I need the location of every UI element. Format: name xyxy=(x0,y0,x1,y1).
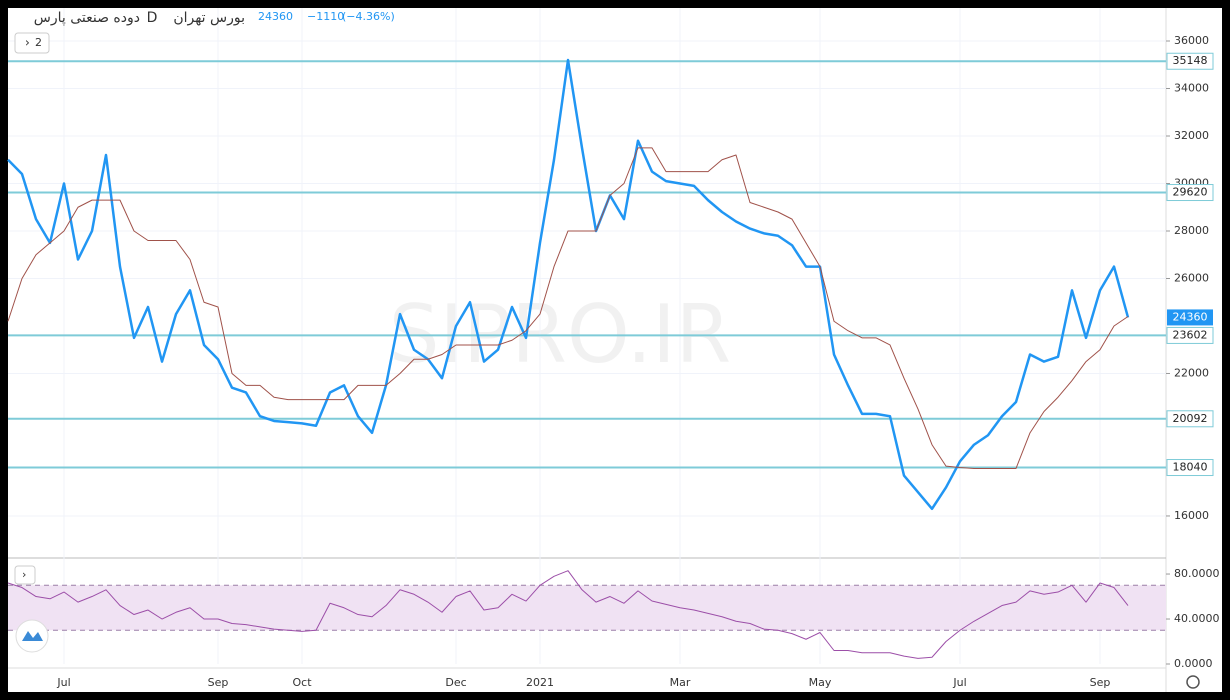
x-tick-label: Sep xyxy=(208,676,229,689)
y-tick-label: 26000 xyxy=(1174,271,1209,284)
x-tick-label: Jul xyxy=(952,676,966,689)
y-tick-label: 0.0000 xyxy=(1174,657,1213,670)
y-tick-label: 28000 xyxy=(1174,224,1209,237)
y-tick-label: 32000 xyxy=(1174,129,1209,142)
series-line xyxy=(7,570,1129,659)
last-value-box xyxy=(1167,309,1213,326)
y-tick-label: 40.0000 xyxy=(1174,612,1220,625)
price-change-percent: (−4.36%) xyxy=(342,10,395,23)
last-value-label: 24360 xyxy=(1173,310,1208,323)
level-label: 35148 xyxy=(1173,54,1208,67)
level-label-box xyxy=(1166,459,1214,477)
level-label-box xyxy=(1166,52,1214,70)
level-label: 20092 xyxy=(1173,412,1208,425)
y-tick-label: 34000 xyxy=(1174,82,1209,95)
last-price: 24360 xyxy=(258,10,293,23)
y-tick-label: 80.0000 xyxy=(1174,567,1220,580)
y-tick-label: 22000 xyxy=(1174,366,1209,379)
symbol: دوده صنعتی پارس xyxy=(34,10,140,26)
panes-count: 2 xyxy=(35,36,42,49)
level-label: 29620 xyxy=(1173,186,1208,199)
y-tick-label: 36000 xyxy=(1174,34,1209,47)
x-tick-label: 2021 xyxy=(526,676,554,689)
level-label-box xyxy=(1166,410,1214,428)
series-line xyxy=(7,58,1130,511)
settings-button[interactable] xyxy=(1186,675,1200,689)
panes-arrow: › xyxy=(25,36,30,50)
logo-button[interactable] xyxy=(15,619,49,653)
price-change: −1110 xyxy=(307,10,344,23)
logo-icon xyxy=(22,631,43,641)
level-label: 23602 xyxy=(1173,328,1208,341)
series-line xyxy=(7,147,1129,469)
x-tick-label: Jul xyxy=(56,676,70,689)
rsi-band xyxy=(8,585,1166,631)
x-tick-label: Sep xyxy=(1090,676,1111,689)
interval: D xyxy=(147,10,158,26)
plot-area: 1600022000260002800030000320003400036000… xyxy=(7,8,1220,689)
level-label-box xyxy=(1166,326,1214,344)
x-tick-label: Mar xyxy=(670,676,691,689)
x-tick-label: Oct xyxy=(292,676,312,689)
x-tick-label: Dec xyxy=(445,676,466,689)
rsi-arrow: › xyxy=(22,568,26,581)
x-tick-label: May xyxy=(809,676,832,689)
exchange: بورس تهران xyxy=(173,10,245,26)
y-tick-label: 16000 xyxy=(1174,509,1209,522)
panes-toggle[interactable] xyxy=(14,32,50,54)
level-label: 18040 xyxy=(1173,461,1208,474)
level-label-box xyxy=(1166,184,1214,202)
rsi-toggle[interactable] xyxy=(14,565,36,585)
